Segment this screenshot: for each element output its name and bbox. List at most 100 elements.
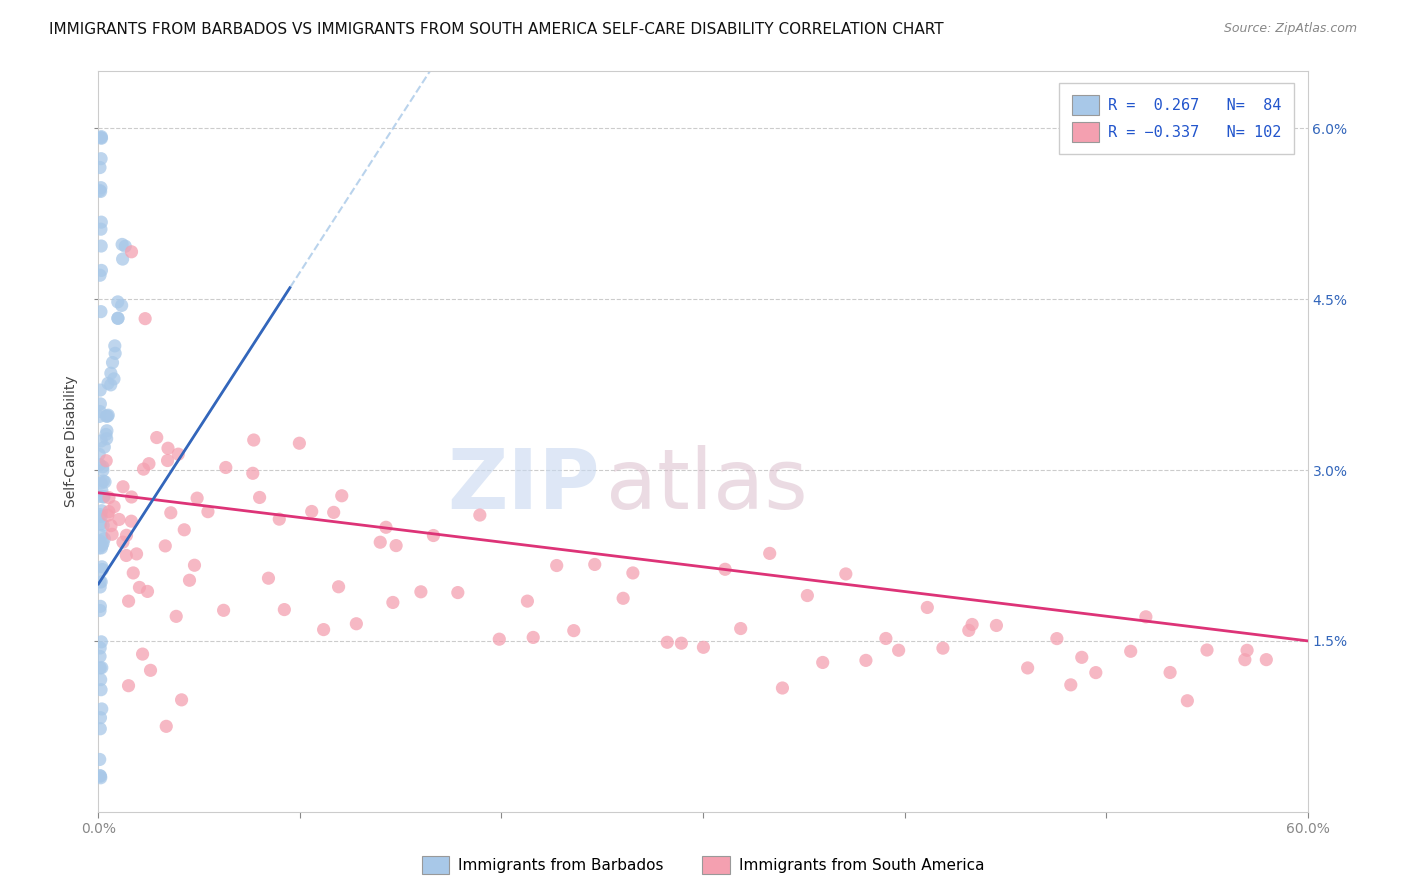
Point — [583, 558, 606, 572]
Point — [179, 574, 201, 588]
Legend: R =  0.267   N=  84, R = −0.337   N= 102: R = 0.267 N= 84, R = −0.337 N= 102 — [1059, 83, 1294, 154]
Text: Source: ZipAtlas.com: Source: ZipAtlas.com — [1223, 22, 1357, 36]
Point — [89, 769, 111, 783]
Point — [104, 339, 127, 353]
Point — [758, 546, 780, 560]
Y-axis label: Self-Care Disability: Self-Care Disability — [65, 376, 79, 508]
Point — [89, 574, 111, 589]
Point — [89, 580, 111, 594]
Point — [122, 566, 145, 580]
Point — [1017, 661, 1039, 675]
Text: IMMIGRANTS FROM BARBADOS VS IMMIGRANTS FROM SOUTH AMERICA SELF-CARE DISABILITY C: IMMIGRANTS FROM BARBADOS VS IMMIGRANTS F… — [49, 22, 943, 37]
Point — [855, 653, 877, 667]
Point — [156, 442, 179, 456]
Point — [89, 397, 111, 411]
Point — [273, 602, 295, 616]
Point — [91, 518, 114, 533]
Point — [93, 532, 115, 546]
Point — [288, 436, 311, 450]
Point — [100, 366, 122, 380]
Point — [301, 504, 323, 518]
Point — [516, 594, 538, 608]
Point — [91, 463, 114, 477]
Point — [156, 453, 179, 467]
Point — [90, 559, 112, 574]
Point — [1159, 665, 1181, 680]
Point — [91, 562, 114, 576]
Point — [159, 506, 181, 520]
Point — [242, 467, 264, 481]
Point — [835, 566, 858, 581]
Point — [212, 603, 235, 617]
Point — [89, 161, 111, 175]
Point — [522, 631, 544, 645]
Point — [90, 476, 112, 491]
Point — [986, 618, 1008, 632]
Point — [1046, 632, 1069, 646]
Point — [269, 512, 291, 526]
Point — [121, 244, 143, 259]
Point — [134, 311, 156, 326]
Point — [90, 263, 112, 277]
Point — [165, 609, 187, 624]
Point — [375, 520, 398, 534]
Point — [657, 635, 679, 649]
Text: atlas: atlas — [606, 445, 808, 526]
Point — [89, 722, 111, 736]
Point — [90, 304, 112, 318]
Point — [117, 594, 139, 608]
Point — [97, 376, 120, 391]
Point — [93, 490, 115, 504]
Point — [91, 538, 114, 552]
Point — [796, 589, 818, 603]
Point — [612, 591, 634, 606]
Point — [917, 600, 939, 615]
Point — [90, 509, 112, 524]
Point — [671, 636, 693, 650]
Point — [167, 447, 190, 461]
Point — [108, 512, 131, 526]
Point — [1060, 678, 1083, 692]
Point — [242, 433, 264, 447]
Point — [887, 643, 910, 657]
Point — [90, 483, 112, 498]
Point — [89, 603, 111, 617]
Point — [101, 355, 124, 369]
Point — [90, 682, 112, 697]
Point — [89, 489, 111, 503]
Point — [90, 702, 112, 716]
Point — [1236, 643, 1258, 657]
Point — [90, 635, 112, 649]
Point — [447, 585, 470, 599]
Point — [139, 663, 162, 677]
Point — [730, 622, 752, 636]
Point — [89, 711, 111, 725]
Point — [90, 434, 112, 448]
Point — [1195, 643, 1218, 657]
Point — [111, 237, 134, 252]
Point — [89, 409, 111, 424]
Point — [960, 617, 983, 632]
Point — [90, 528, 112, 542]
Point — [692, 640, 714, 655]
Point — [89, 752, 111, 766]
Point — [101, 527, 124, 541]
Point — [422, 528, 444, 542]
Point — [111, 298, 134, 312]
Point — [93, 474, 115, 488]
Point — [90, 215, 112, 229]
Point — [89, 533, 111, 548]
Point — [155, 539, 177, 553]
Point — [115, 549, 138, 563]
Point — [90, 504, 112, 518]
Point — [120, 514, 142, 528]
Point — [90, 516, 112, 531]
Point — [409, 584, 432, 599]
Point — [103, 372, 125, 386]
Point — [89, 458, 111, 472]
Point — [107, 311, 129, 326]
Point — [1233, 653, 1256, 667]
Point — [89, 508, 111, 522]
Point — [103, 500, 125, 514]
Point — [90, 130, 112, 145]
